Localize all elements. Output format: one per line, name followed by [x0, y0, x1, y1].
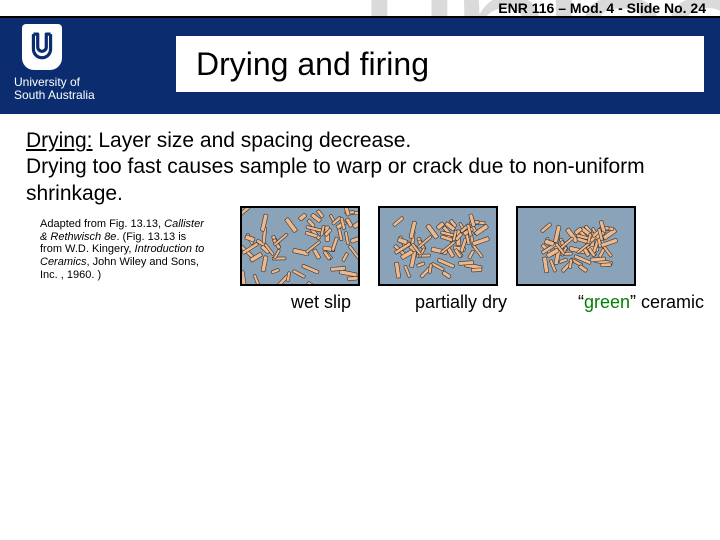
cit-p1: Adapted from Fig. 13.13, [40, 218, 164, 230]
figure-panel-partial [378, 206, 498, 286]
body-line2: Drying too fast causes sample to warp or… [26, 155, 645, 204]
slide-title: Drying and firing [196, 46, 429, 83]
citation-text: Adapted from Fig. 13.13, Callister & Ret… [40, 218, 210, 281]
label-green-word: green [584, 292, 630, 312]
figure-row [240, 206, 710, 296]
figure-labels: wet slip partially dry “green” ceramic [262, 292, 720, 313]
label-green-suf: ” ceramic [630, 292, 704, 312]
label-partial: partially dry [380, 292, 542, 313]
university-logo: University of South Australia [14, 24, 154, 110]
slide: unisa ENR 116 – Mod. 4 - Slide No. 24 Un… [0, 0, 720, 540]
header-hairline [0, 16, 720, 18]
logo-line2: South Australia [14, 88, 95, 102]
drying-rest: Layer size and spacing decrease. [93, 129, 412, 152]
drying-lead: Drying: [26, 129, 93, 152]
logo-text: University of South Australia [14, 76, 95, 101]
body-paragraph: Drying: Layer size and spacing decrease.… [26, 128, 694, 207]
logo-shield-icon [22, 24, 62, 70]
figure-panel-green [516, 206, 636, 286]
body-text-block: Drying: Layer size and spacing decrease.… [26, 128, 694, 207]
label-wet: wet slip [262, 292, 380, 313]
title-box: Drying and firing [176, 36, 704, 92]
label-green: “green” ceramic [542, 292, 720, 313]
figure-panel-wet [240, 206, 360, 286]
slide-number: ENR 116 – Mod. 4 - Slide No. 24 [498, 0, 706, 16]
